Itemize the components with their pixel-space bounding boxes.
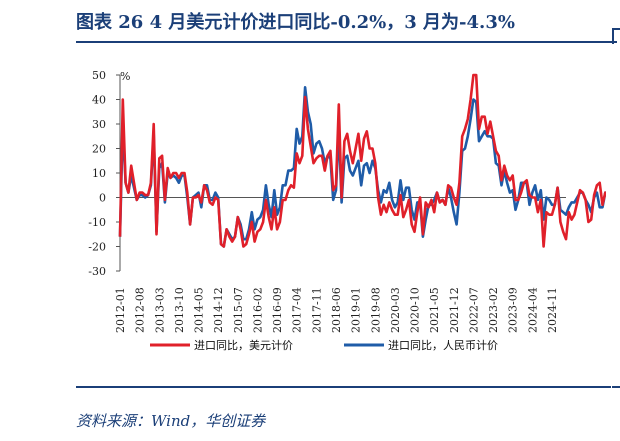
x-tick-label: 2022-07 <box>467 287 480 333</box>
x-axis-ticks: 2012-01 2012-08 2013-03 2013-10 2014-05 2014-… <box>114 287 559 333</box>
x-tick-label: 2016-02 <box>251 287 264 333</box>
x-tick-label: 2015-07 <box>232 287 245 333</box>
x-tick-label: 2021-05 <box>428 287 441 333</box>
y-tick-label: -20 <box>88 241 106 254</box>
x-tick-label: 2017-04 <box>291 287 304 333</box>
x-tick-label: 2012-01 <box>114 287 127 333</box>
source-note: 资料来源：Wind，华创证券 <box>76 412 266 430</box>
x-tick-label: 2023-02 <box>487 287 500 333</box>
x-tick-label: 2024-11 <box>546 287 559 333</box>
bottom-rule <box>76 386 611 388</box>
series-line-usd <box>118 73 606 248</box>
y-tick-label: 20 <box>92 143 106 156</box>
x-tick-label: 2014-05 <box>193 287 206 333</box>
figure-title: 图表 26 4 月美元计价进口同比-0.2%，3 月为-4.3% <box>76 12 515 33</box>
x-tick-label: 2018-06 <box>330 287 343 333</box>
y-tick-label: -10 <box>88 216 106 229</box>
legend-label-cny: 进口同比，人民币计价 <box>388 339 498 352</box>
series-line-cny <box>118 85 606 248</box>
x-tick-label: 2013-03 <box>153 287 166 333</box>
chart-legend: 进口同比，美元计价 进口同比，人民币计价 <box>150 339 498 352</box>
title-rule <box>76 41 617 43</box>
adjacent-figure-edge <box>612 28 620 44</box>
import-yoy-line-chart: 50 40 30 20 10 0 -10 -20 -30 2012-01 2012-08 2013-… <box>88 69 606 352</box>
y-tick-label: 0 <box>99 192 106 205</box>
adjacent-figure-edge-bottom <box>612 386 620 388</box>
y-axis-unit-label: % <box>120 70 130 83</box>
x-tick-label: 2024-04 <box>526 287 539 333</box>
x-tick-label: 2020-10 <box>409 287 422 333</box>
legend-label-usd: 进口同比，美元计价 <box>194 339 293 352</box>
y-tick-label: 10 <box>92 167 106 180</box>
y-axis-ticks: 50 40 30 20 10 0 -10 -20 -30 <box>88 69 120 278</box>
x-tick-label: 2019-01 <box>350 287 363 333</box>
x-tick-label: 2012-08 <box>134 287 147 333</box>
chart-series <box>118 73 606 248</box>
x-tick-label: 2013-10 <box>173 287 186 333</box>
x-tick-label: 2023-09 <box>507 287 520 333</box>
x-tick-label: 2019-08 <box>369 287 382 333</box>
y-tick-label: -30 <box>88 265 106 278</box>
x-tick-label: 2020-03 <box>389 287 402 333</box>
y-tick-label: 30 <box>92 118 106 131</box>
y-tick-label: 40 <box>92 94 106 107</box>
x-tick-label: 2014-12 <box>212 287 225 333</box>
x-tick-label: 2021-12 <box>448 287 461 333</box>
x-tick-label: 2016-09 <box>271 287 284 333</box>
x-tick-label: 2017-11 <box>310 287 323 333</box>
y-tick-label: 50 <box>92 69 106 82</box>
